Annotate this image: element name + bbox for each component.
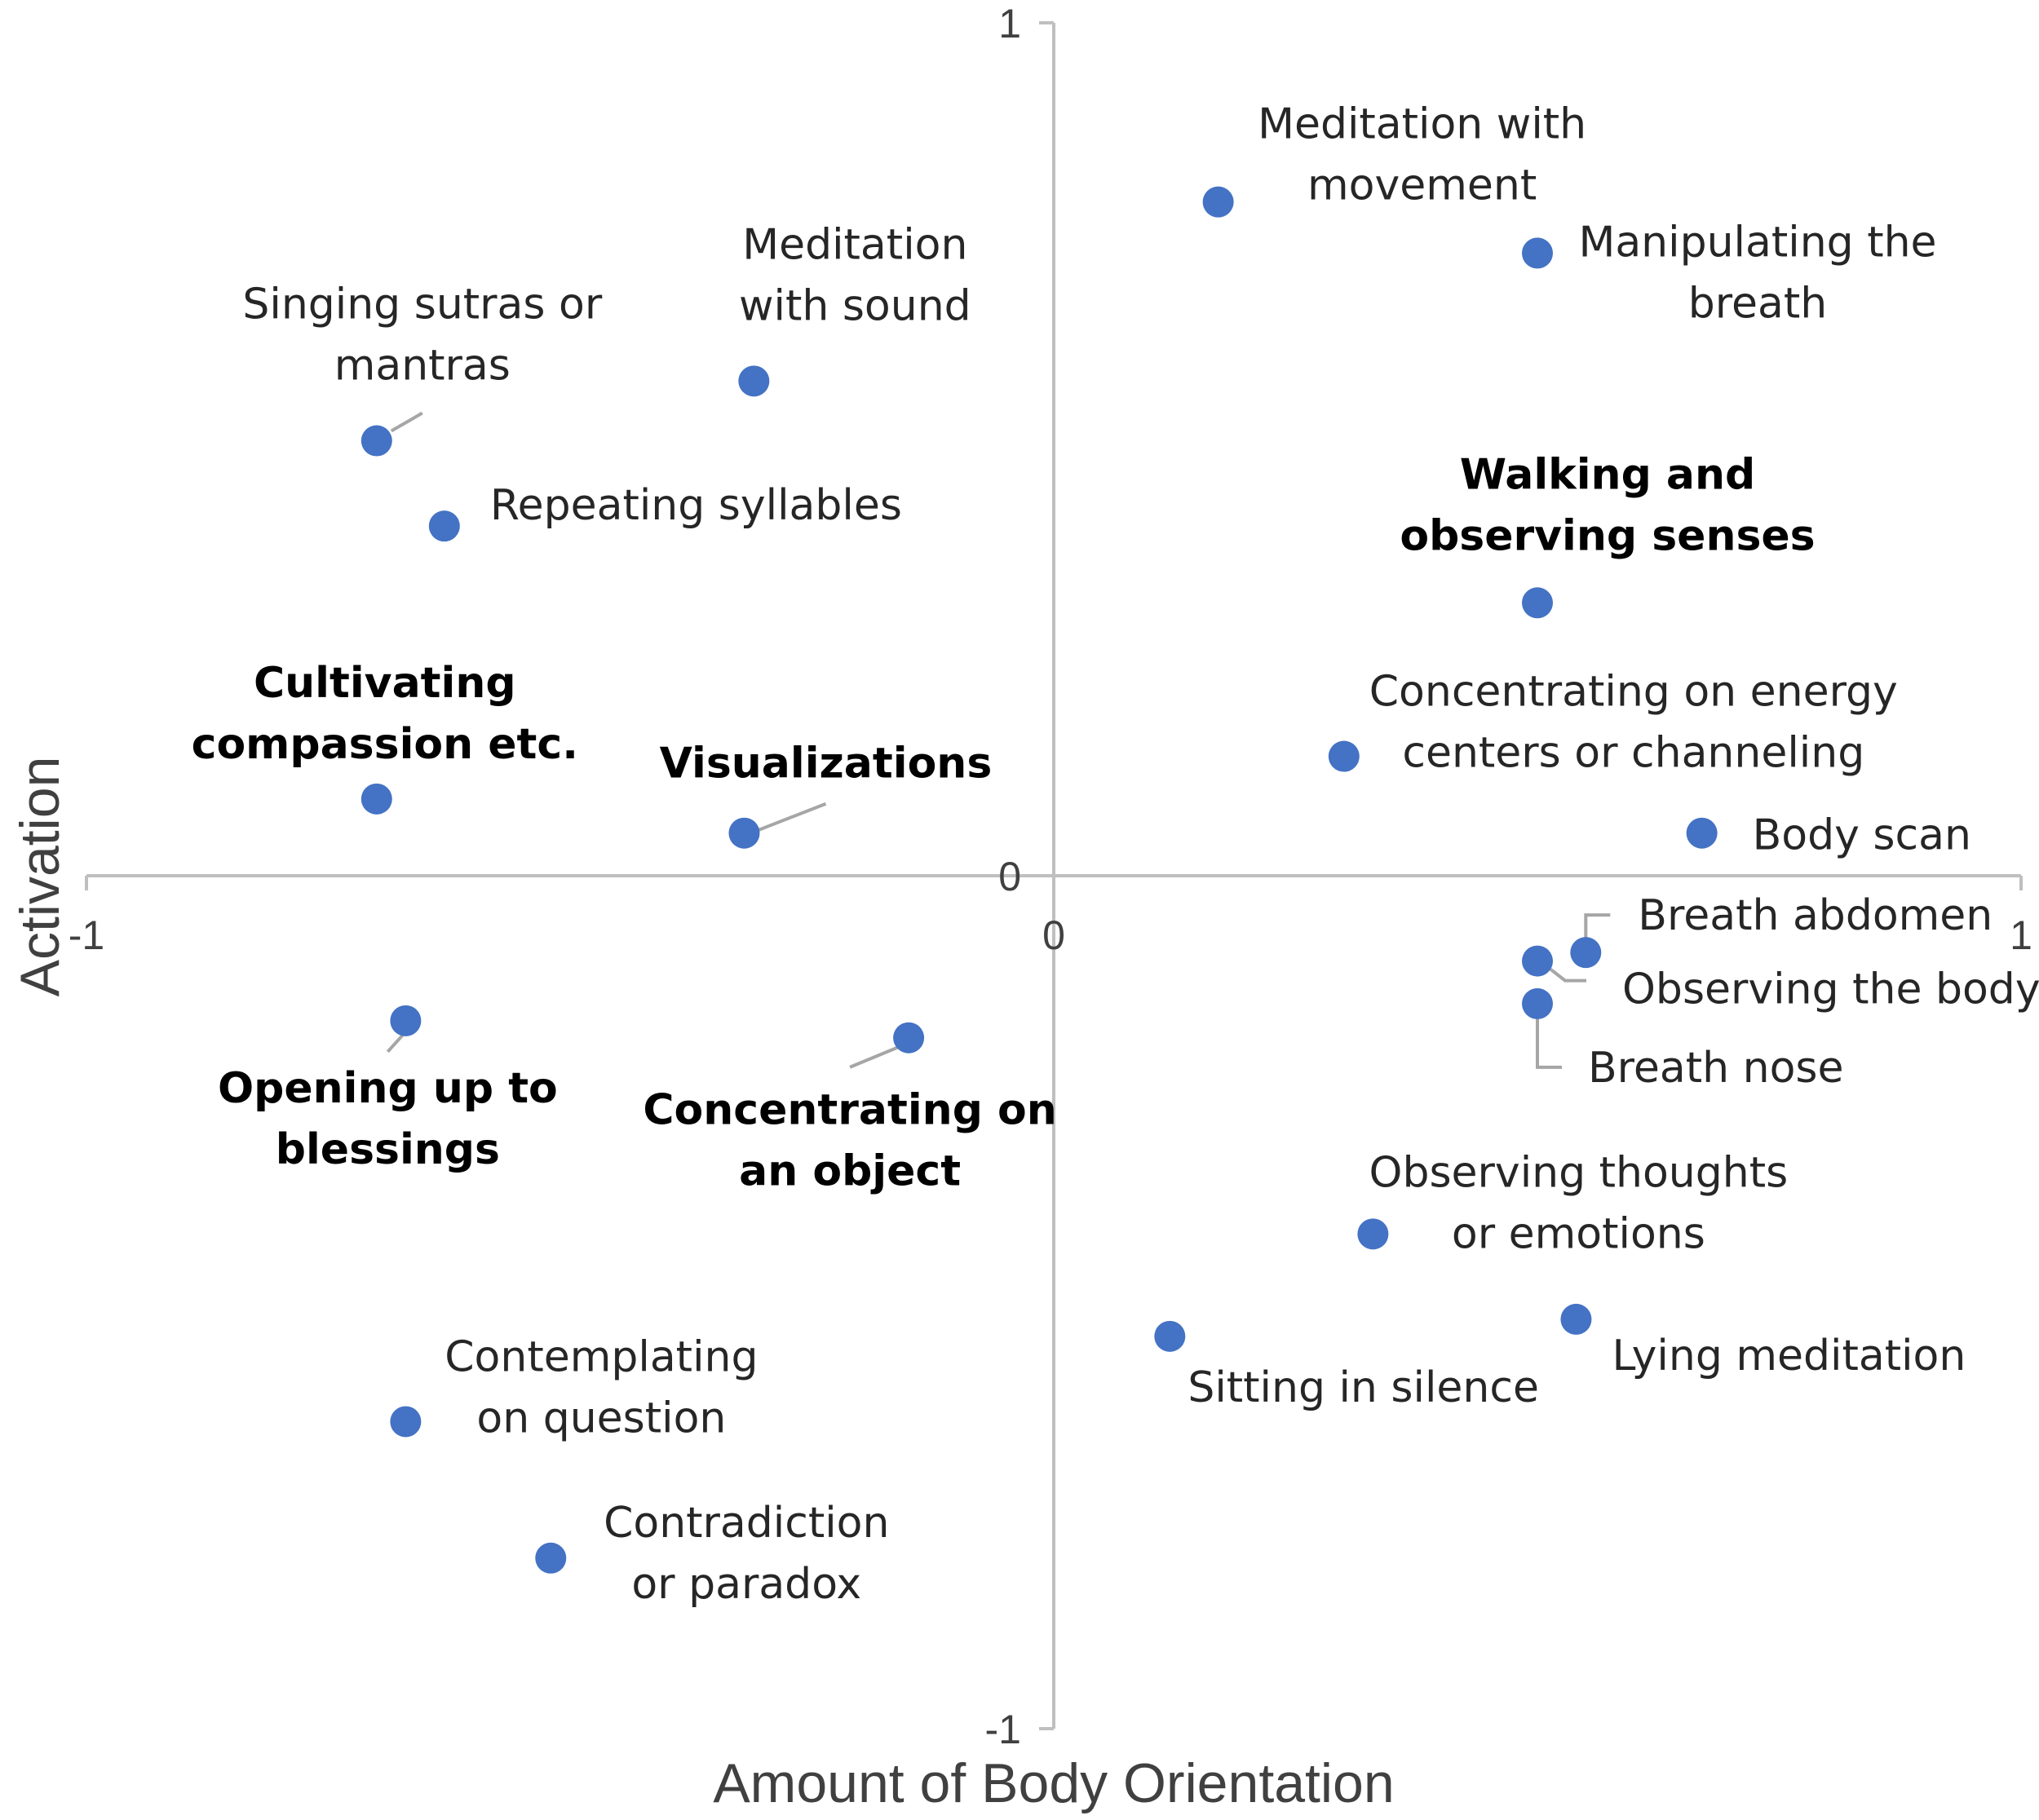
- label-line: Sitting in silence: [1188, 1363, 1539, 1412]
- label-observing-the-body: Observing the body: [1622, 965, 2039, 1014]
- label-line: mantras: [334, 342, 511, 391]
- point-observing-the-body: [1522, 945, 1553, 977]
- label-line: compassion etc.: [192, 720, 578, 769]
- label-line: Repeating syllables: [490, 481, 902, 530]
- label-cultivating-compassion-etc: Cultivating compassion etc.: [192, 659, 578, 769]
- label-line: breath: [1688, 279, 1827, 328]
- point-walking-and-observing-senses: [1522, 587, 1553, 619]
- leader-breath-nose: [1536, 1014, 1562, 1069]
- y-tick-label: 0: [998, 854, 1021, 899]
- point-meditation-with-movement: [1202, 186, 1234, 218]
- point-breath-abdomen: [1570, 937, 1602, 969]
- point-manipulating-the-breath: [1522, 237, 1553, 269]
- label-observing-thoughts-or-emotions: Observing thoughts or emotions: [1369, 1148, 1789, 1258]
- leader-lines: [386, 411, 1611, 1069]
- label-singing-sutras-or-mantras: Singing sutras or mantras: [242, 281, 602, 391]
- label-concentrating-on-an-object: Concentrating on an object: [643, 1086, 1056, 1196]
- label-lying-meditation: Lying meditation: [1612, 1332, 1966, 1380]
- label-line: Concentrating on: [643, 1086, 1056, 1135]
- label-line: Body scan: [1753, 811, 1971, 860]
- label-line: or paradox: [631, 1560, 861, 1609]
- y-tick-label: 1: [998, 1, 1021, 46]
- label-line: on question: [476, 1394, 726, 1442]
- point-labels: Meditation with movement Manipulating the b…: [192, 100, 2039, 1609]
- label-line: Opening up to: [218, 1064, 558, 1113]
- label-repeating-syllables: Repeating syllables: [490, 481, 902, 530]
- point-repeating-syllables: [428, 510, 460, 542]
- label-walking-and-observing-senses: Walking and observing senses: [1400, 450, 1815, 560]
- label-contradiction-or-paradox: Contradiction or paradox: [604, 1499, 889, 1609]
- label-line: Cultivating: [254, 659, 516, 708]
- point-singing-sutras-or-mantras: [360, 425, 392, 457]
- label-line: with sound: [739, 281, 971, 330]
- label-opening-up-to-blessings: Opening up to blessings: [218, 1064, 558, 1174]
- label-manipulating-the-breath: Manipulating the breath: [1578, 218, 1936, 328]
- label-line: Breath abdomen: [1638, 891, 1993, 940]
- label-line: Meditation: [742, 220, 967, 269]
- label-body-scan: Body scan: [1753, 811, 1971, 860]
- label-line: Observing thoughts: [1369, 1148, 1789, 1197]
- label-line: Lying meditation: [1612, 1332, 1966, 1380]
- point-visualizations: [728, 817, 760, 849]
- label-breath-abdomen: Breath abdomen: [1638, 891, 1993, 940]
- point-concentrating-on-an-object: [893, 1022, 925, 1054]
- label-line: Walking and: [1460, 450, 1756, 499]
- point-breath-nose: [1522, 987, 1553, 1019]
- label-line: movement: [1307, 161, 1537, 210]
- point-body-scan: [1686, 817, 1718, 849]
- label-meditation-with-movement: Meditation with movement: [1258, 100, 1586, 210]
- label-line: Observing the body: [1622, 965, 2039, 1014]
- label-line: blessings: [276, 1125, 500, 1174]
- data-points: [360, 186, 1718, 1574]
- y-axis-title: Activation: [9, 757, 71, 997]
- leader-singing-sutras-or-mantras: [390, 411, 423, 433]
- y-tick-label: -1: [985, 1707, 1021, 1752]
- label-contemplating-on-question: Contemplating on question: [445, 1332, 758, 1442]
- point-sitting-in-silence: [1154, 1320, 1186, 1352]
- label-line: Meditation with: [1258, 100, 1586, 149]
- leader-opening-up-to-blessings: [386, 1034, 404, 1054]
- label-line: Singing sutras or: [242, 281, 602, 329]
- x-tick-label: 0: [1042, 912, 1065, 958]
- point-lying-meditation: [1560, 1303, 1592, 1335]
- label-line: Concentrating on energy: [1369, 668, 1898, 717]
- x-tick-label: 1: [2010, 912, 2032, 958]
- label-line: Breath nose: [1588, 1044, 1844, 1093]
- label-concentrating-on-energy-centers-or-channeling: Concentrating on energy centers or channe…: [1369, 668, 1898, 778]
- point-observing-thoughts-or-emotions: [1357, 1218, 1389, 1250]
- leader-observing-the-body: [1549, 968, 1586, 983]
- point-meditation-with-sound: [738, 365, 770, 397]
- point-contemplating-on-question: [390, 1406, 422, 1438]
- label-line: Contradiction: [604, 1499, 889, 1548]
- label-line: Visualizations: [660, 740, 993, 789]
- leader-concentrating-on-an-object: [849, 1045, 898, 1069]
- x-axis-title: Amount of Body Orientation: [713, 1752, 1394, 1814]
- label-line: an object: [739, 1147, 961, 1196]
- label-sitting-in-silence: Sitting in silence: [1188, 1363, 1539, 1412]
- point-contradiction-or-paradox: [535, 1542, 567, 1574]
- label-line: observing senses: [1400, 511, 1815, 560]
- leader-visualizations: [758, 802, 827, 832]
- x-tick-label: -1: [69, 912, 104, 958]
- point-opening-up-to-blessings: [390, 1005, 422, 1036]
- label-line: or emotions: [1452, 1209, 1705, 1258]
- label-line: Contemplating: [445, 1332, 758, 1381]
- label-line: centers or channeling: [1402, 729, 1864, 778]
- label-visualizations: Visualizations: [660, 740, 993, 789]
- axes: -1 0 1 1 0 -1: [69, 1, 2032, 1752]
- label-meditation-with-sound: Meditation with sound: [739, 220, 971, 330]
- point-concentrating-on-energy-centers-or-channeling: [1328, 740, 1360, 772]
- label-line: Manipulating the: [1578, 218, 1936, 267]
- point-cultivating-compassion-etc: [360, 783, 392, 815]
- label-breath-nose: Breath nose: [1588, 1044, 1844, 1093]
- leader-breath-abdomen: [1584, 913, 1611, 940]
